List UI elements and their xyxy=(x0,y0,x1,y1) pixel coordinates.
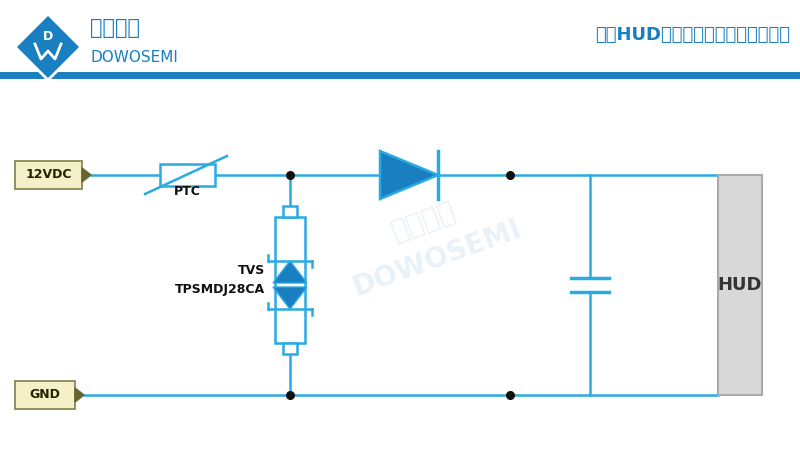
Text: TVS: TVS xyxy=(238,264,265,276)
Text: TPSMDJ28CA: TPSMDJ28CA xyxy=(175,283,265,297)
Polygon shape xyxy=(380,151,438,199)
Bar xyxy=(718,175,762,395)
FancyBboxPatch shape xyxy=(15,381,75,409)
Text: HUD: HUD xyxy=(718,276,762,294)
Polygon shape xyxy=(273,287,307,309)
Bar xyxy=(283,343,297,354)
Text: 东沃电子
DOWOSEMI: 东沃电子 DOWOSEMI xyxy=(335,178,525,302)
Polygon shape xyxy=(75,388,84,402)
Bar xyxy=(283,206,297,217)
Text: GND: GND xyxy=(30,388,61,402)
Bar xyxy=(275,217,305,343)
Polygon shape xyxy=(15,14,81,80)
Text: 汽车HUD平视显示器抛负载防护方案: 汽车HUD平视显示器抛负载防护方案 xyxy=(595,26,790,44)
Bar xyxy=(160,164,215,186)
Text: D: D xyxy=(43,30,53,43)
Polygon shape xyxy=(82,168,91,182)
Text: 12VDC: 12VDC xyxy=(26,169,72,181)
Polygon shape xyxy=(273,261,307,283)
Text: PTC: PTC xyxy=(174,185,201,198)
Text: DOWOSEMI: DOWOSEMI xyxy=(90,49,178,64)
Text: 东沃电子: 东沃电子 xyxy=(90,18,140,38)
FancyBboxPatch shape xyxy=(15,161,82,189)
